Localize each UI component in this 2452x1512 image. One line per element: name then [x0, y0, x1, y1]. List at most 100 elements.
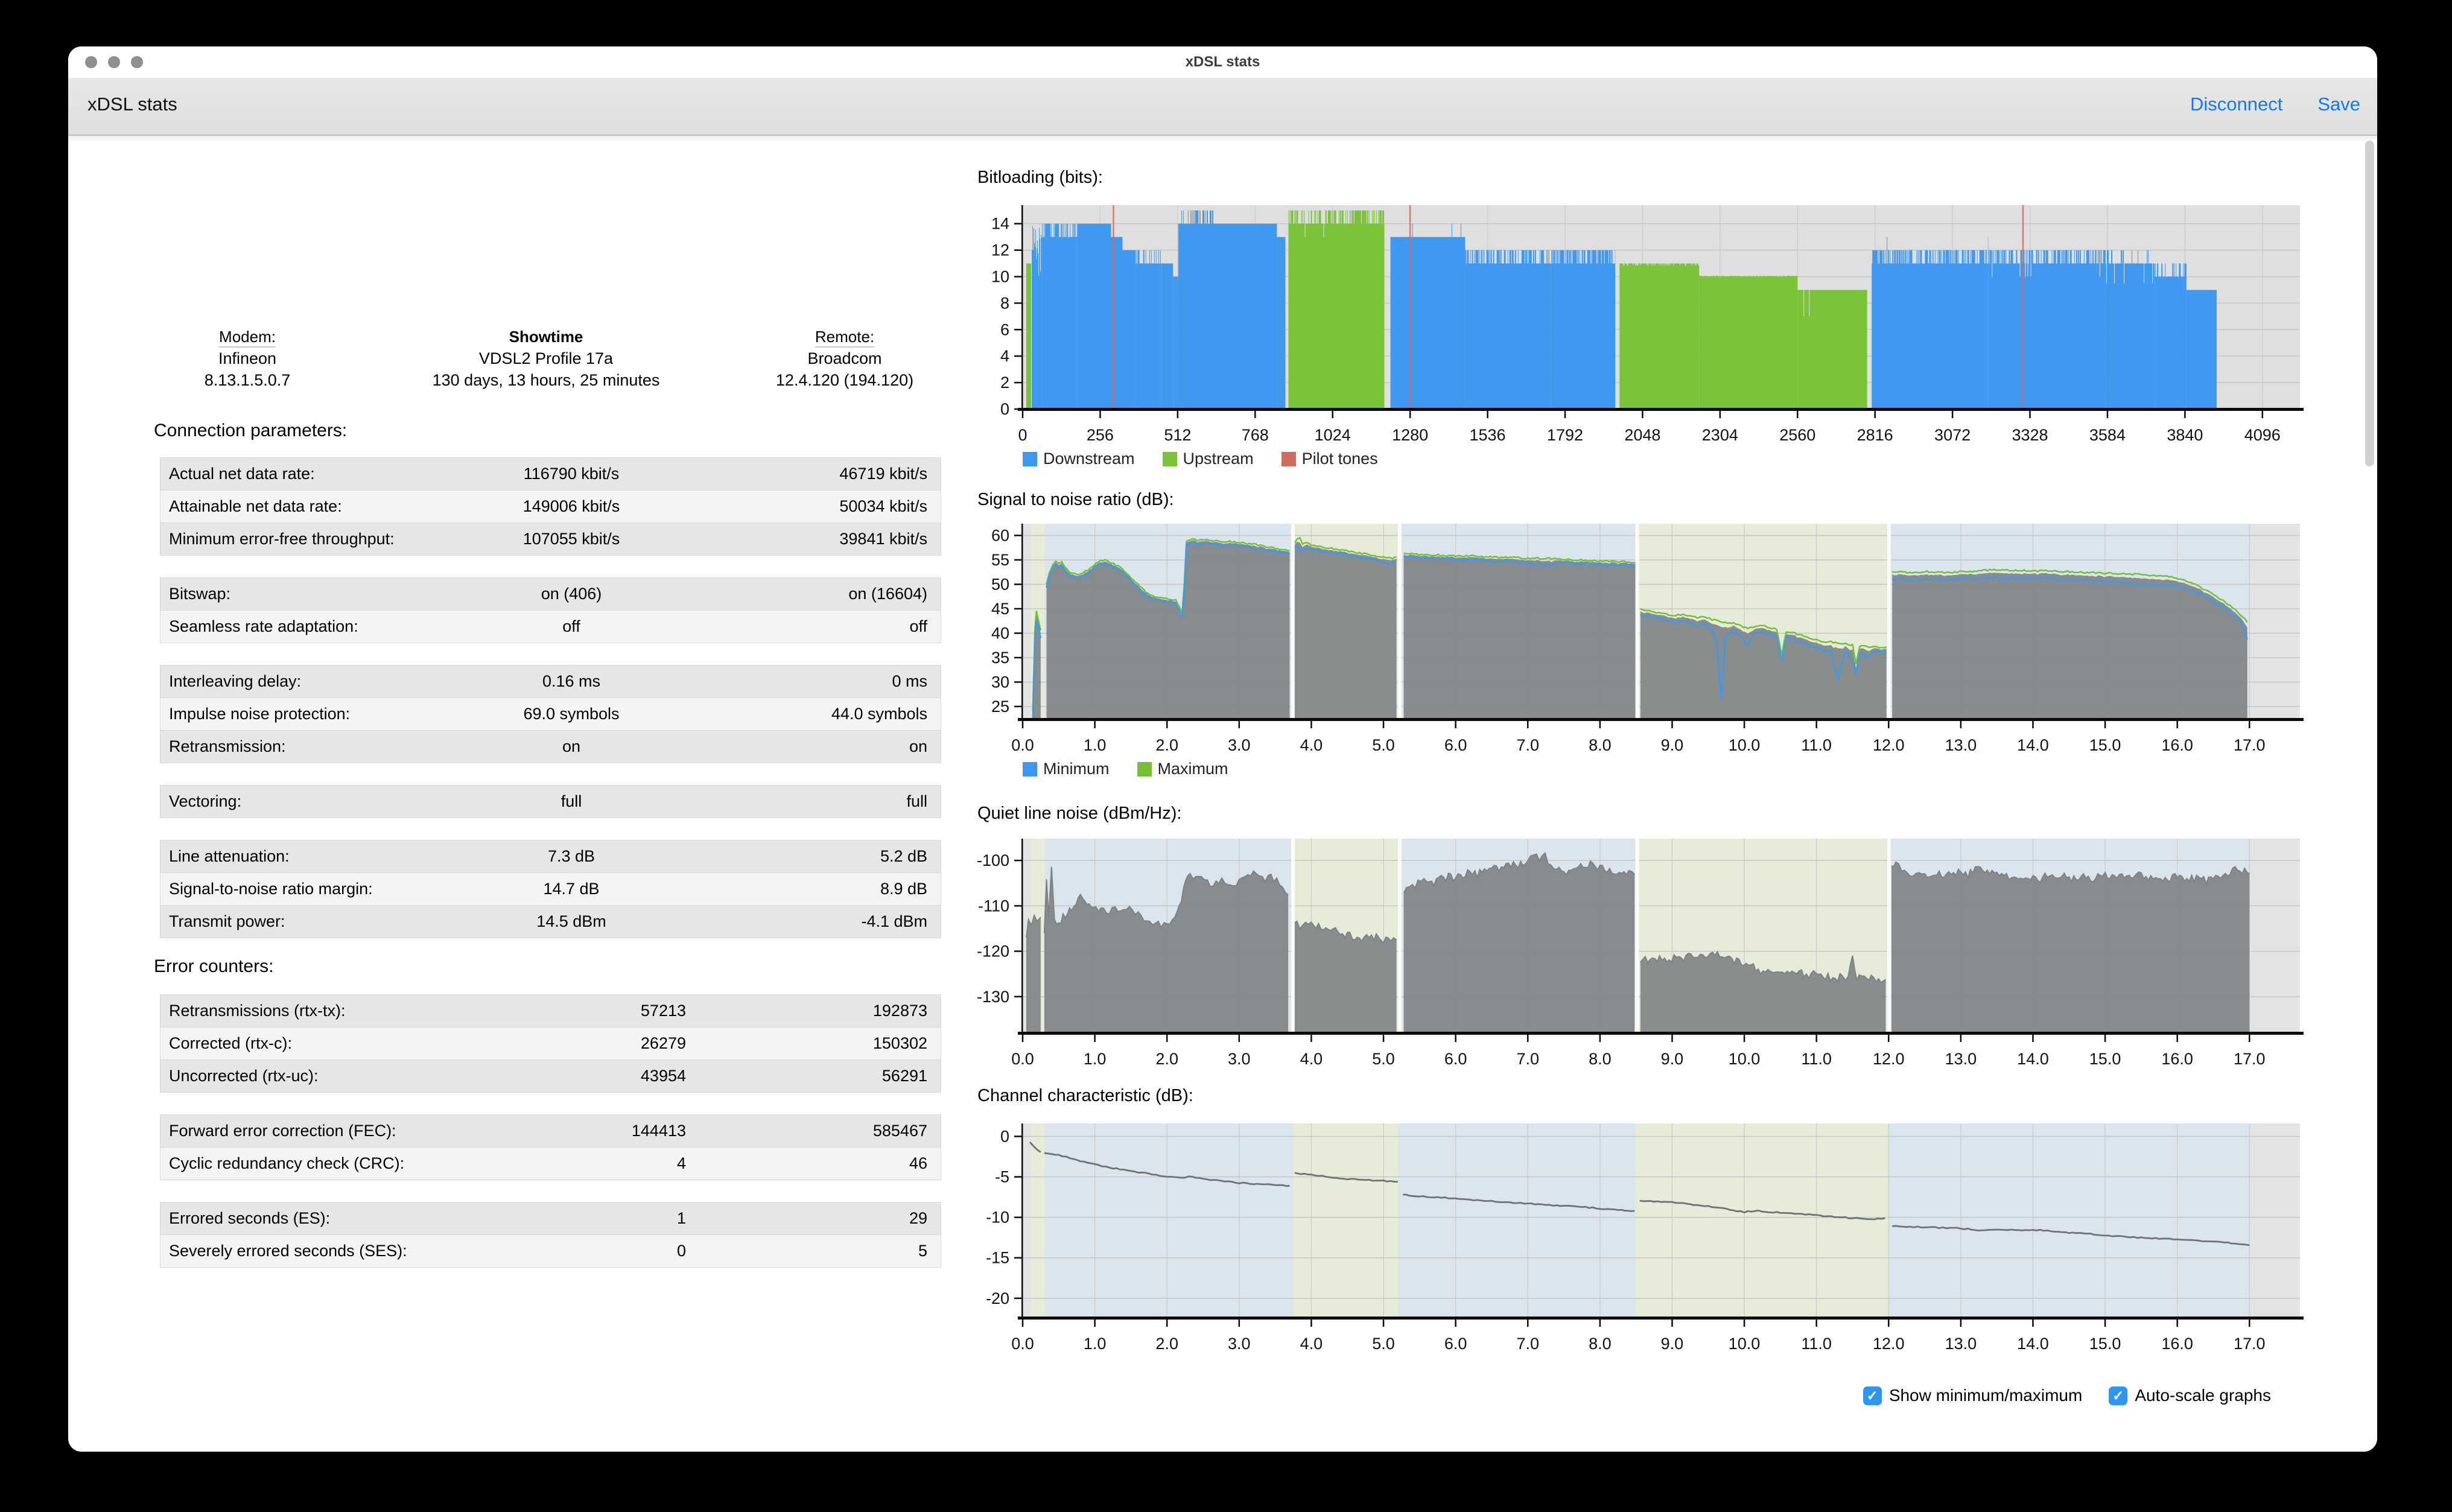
row-label: Signal-to-noise ratio margin:: [169, 880, 373, 898]
svg-text:8.0: 8.0: [1589, 1050, 1612, 1068]
remote-vendor: Broadcom: [807, 349, 882, 367]
upstream-value: 46719 kbit/s: [839, 465, 927, 483]
svg-text:-5: -5: [995, 1168, 1009, 1186]
upstream-value: on: [909, 737, 927, 755]
minimize-button-icon[interactable]: [108, 56, 120, 68]
svg-text:3584: 3584: [2089, 426, 2126, 444]
downstream-value: 0: [676, 1242, 686, 1260]
svg-text:10.0: 10.0: [1729, 1335, 1761, 1353]
svg-text:15.0: 15.0: [2089, 1335, 2121, 1353]
svg-text:4.0: 4.0: [1300, 1050, 1323, 1068]
svg-text:12.0: 12.0: [1873, 1335, 1905, 1353]
svg-text:-120: -120: [977, 942, 1009, 961]
downstream-value: 107055 kbit/s: [522, 530, 620, 548]
row-label: Severely errored seconds (SES):: [169, 1242, 407, 1260]
vertical-scrollbar[interactable]: [2365, 141, 2374, 466]
upstream-value: 0 ms: [892, 672, 927, 690]
upstream-value: off: [909, 617, 927, 635]
table-row: Minimum error-free throughput: 107055 kbi…: [160, 523, 941, 555]
svg-text:9.0: 9.0: [1661, 736, 1684, 754]
parameter-group: Interleaving delay: 0.16 ms 0 ms Impulse no…: [160, 665, 941, 763]
downstream-value: on: [562, 737, 581, 755]
svg-text:3840: 3840: [2167, 426, 2203, 444]
legend-item: Minimum: [1023, 760, 1110, 778]
svg-text:2: 2: [1000, 373, 1009, 392]
svg-text:25: 25: [991, 697, 1009, 716]
table-row: Bitswap: on (406) on (16604): [160, 578, 941, 610]
svg-text:15.0: 15.0: [2089, 736, 2121, 754]
svg-text:11.0: 11.0: [1801, 736, 1832, 754]
svg-text:12.0: 12.0: [1873, 736, 1905, 754]
autoscale-checkbox[interactable]: ✓ Auto-scale graphs: [2109, 1386, 2271, 1405]
content-area: Modem: Infineon 8.13.1.5.0.7 Showtime VD…: [68, 136, 2377, 1452]
window-title: xDSL stats: [1185, 54, 1260, 70]
svg-text:11.0: 11.0: [1801, 1050, 1832, 1068]
row-label: Cyclic redundancy check (CRC):: [169, 1154, 405, 1172]
upstream-value: 44.0 symbols: [831, 705, 927, 723]
svg-text:-15: -15: [986, 1249, 1009, 1267]
row-label: Vectoring:: [169, 792, 242, 810]
toolbar-title: xDSL stats: [87, 94, 177, 115]
legend-label: Maximum: [1157, 760, 1228, 778]
legend-label: Downstream: [1043, 449, 1135, 468]
svg-text:2.0: 2.0: [1155, 736, 1178, 754]
parameter-group: Forward error correction (FEC): 144413 585…: [160, 1114, 941, 1180]
row-label: Seamless rate adaptation:: [169, 617, 358, 635]
svg-text:10.0: 10.0: [1729, 1050, 1761, 1068]
upstream-value: 56291: [881, 1067, 927, 1085]
table-row: Signal-to-noise ratio margin: 14.7 dB 8.9 …: [160, 872, 941, 905]
svg-text:35: 35: [991, 649, 1009, 667]
close-button-icon[interactable]: [85, 56, 97, 68]
zoom-button-icon[interactable]: [131, 56, 143, 68]
row-label: Errored seconds (ES):: [169, 1209, 331, 1227]
legend-item: Pilot tones: [1281, 449, 1378, 468]
connection-parameters-table: Actual net data rate: 116790 kbit/s 46719 …: [160, 457, 941, 960]
upstream-value: 5: [918, 1242, 927, 1260]
modem-info-remote: Remote: Broadcom 12.4.120 (194.120): [776, 326, 913, 391]
svg-text:40: 40: [991, 624, 1009, 642]
parameter-group: Retransmissions (rtx-tx): 57213 192873 Corr…: [160, 994, 941, 1093]
show-minmax-checkbox[interactable]: ✓ Show minimum/maximum: [1863, 1386, 2082, 1405]
svg-text:5.0: 5.0: [1372, 1335, 1395, 1353]
svg-text:7.0: 7.0: [1516, 736, 1539, 754]
link-profile: VDSL2 Profile 17a: [478, 349, 614, 367]
downstream-value: 0.16 ms: [542, 672, 601, 690]
link-state: Showtime: [509, 328, 583, 346]
svg-text:0: 0: [1018, 426, 1027, 444]
upstream-value: on (16604): [848, 585, 927, 603]
upstream-value: full: [906, 792, 927, 810]
svg-text:1.0: 1.0: [1084, 1050, 1107, 1068]
svg-text:8.0: 8.0: [1589, 736, 1612, 754]
downstream-value: 69.0 symbols: [523, 705, 620, 723]
svg-text:50: 50: [991, 575, 1009, 593]
row-label: Uncorrected (rtx-uc):: [169, 1067, 319, 1085]
row-label: Corrected (rtx-c):: [169, 1034, 293, 1052]
svg-text:55: 55: [991, 551, 1009, 569]
svg-text:2560: 2560: [1779, 426, 1815, 444]
svg-text:0: 0: [1000, 400, 1009, 418]
svg-text:30: 30: [991, 673, 1009, 691]
hlog-chart: -20 -15 -10 -5 0 0.0 1.0 2.0 3.0 4.0 5.0 6.0 7.0 8.0 9…: [973, 1123, 2337, 1363]
svg-text:3.0: 3.0: [1228, 1335, 1251, 1353]
row-label: Retransmissions (rtx-tx):: [169, 1002, 346, 1020]
downstream-value: 26279: [640, 1034, 686, 1052]
svg-text:2816: 2816: [1857, 426, 1893, 444]
table-row: Vectoring: full full: [160, 786, 941, 818]
save-button[interactable]: Save: [2317, 94, 2360, 115]
row-label: Line attenuation:: [169, 847, 290, 865]
svg-text:11.0: 11.0: [1801, 1335, 1832, 1353]
svg-text:12.0: 12.0: [1873, 1050, 1905, 1068]
snr-chart: 25 30 35 40 45 50 55 60 0.0 1.0 2.0 3.0 4.0 5.0 6.0 7.0…: [973, 524, 2337, 764]
modem-label: Modem:: [219, 328, 276, 348]
upstream-value: 50034 kbit/s: [839, 497, 927, 515]
svg-text:13.0: 13.0: [1945, 1335, 1977, 1353]
svg-text:17.0: 17.0: [2234, 736, 2266, 754]
downstream-value: 14.5 dBm: [536, 912, 606, 930]
table-row: Retransmission: on on: [160, 730, 941, 763]
legend-swatch-icon: [1281, 451, 1296, 466]
svg-text:3072: 3072: [1934, 426, 1971, 444]
disconnect-button[interactable]: Disconnect: [2190, 94, 2283, 115]
downstream-value: on (406): [541, 585, 602, 603]
table-row: Actual net data rate: 116790 kbit/s 46719 …: [160, 458, 941, 490]
bitloading-legend: Downstream Upstream Pilot tones: [1023, 449, 1378, 468]
